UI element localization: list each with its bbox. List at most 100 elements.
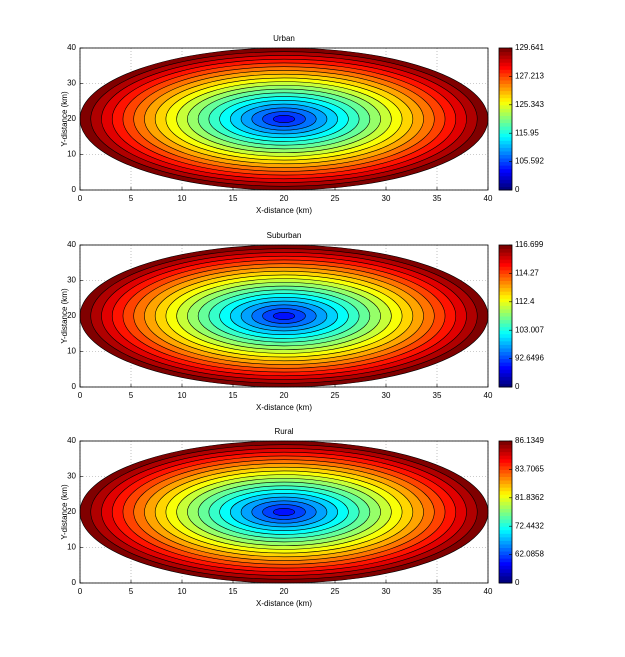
colorbar-segment [499,455,512,460]
colorbar-segment [499,83,512,88]
colorbar-segment [499,308,512,313]
colorbar-segment [499,136,512,141]
colorbar-segment [499,372,512,377]
colorbar-segment [499,561,512,566]
colorbar-segment [499,158,512,163]
colorbar-segment [499,319,512,324]
colorbar-tick-label: 103.007 [515,325,544,334]
colorbar-segment [499,126,512,131]
colorbar-segment [499,572,512,577]
colorbar-segment [499,140,512,145]
colorbar-segment [499,51,512,56]
colorbar-segment [499,287,512,292]
colorbar-tick-label: 0 [515,185,520,194]
colorbar-segment [499,383,512,388]
colorbar-segment [499,519,512,524]
chart-title: Urban [273,34,295,43]
y-axis-label: Y-distance (km) [60,484,69,540]
colorbar-segment [499,362,512,367]
colorbar-segment [499,294,512,299]
colorbar-segment [499,441,512,446]
colorbar-tick-label: 127.213 [515,72,544,81]
y-tick-label: 0 [72,382,77,391]
x-tick-label: 30 [382,391,391,400]
x-tick-label: 0 [78,194,83,203]
contour-band [272,507,296,517]
colorbar-segment [499,276,512,281]
colorbar-segment [499,340,512,345]
axes-frame [79,47,489,191]
colorbar-segment [499,122,512,127]
colorbar-segment [499,465,512,470]
y-tick-label: 40 [67,436,76,445]
x-tick-label: 35 [433,587,442,596]
colorbar-segment [499,330,512,335]
colorbar-segment [499,248,512,253]
x-tick-label: 20 [280,194,289,203]
y-tick-label: 10 [67,543,76,552]
colorbar-segment [499,186,512,191]
colorbar-segment [499,337,512,342]
colorbar-segment [499,90,512,95]
colorbar-segment [499,262,512,267]
colorbar-segment [499,111,512,116]
colorbar-frame [498,47,513,191]
colorbar-segment [499,298,512,303]
colorbar-tick-label: 105.592 [515,157,544,166]
colorbar-tick-label: 125.343 [515,100,544,109]
colorbar-segment [499,168,512,173]
x-tick-label: 35 [433,194,442,203]
colorbar-segment [499,119,512,124]
colorbar-segment [499,323,512,328]
colorbar-tick-label: 62.0858 [515,550,544,559]
colorbar-segment [499,269,512,274]
colorbar-segment [499,355,512,360]
x-tick-label: 20 [280,391,289,400]
colorbar-segment [499,529,512,534]
colorbar-segment [499,108,512,113]
x-tick-label: 25 [331,194,340,203]
x-tick-label: 40 [484,194,493,203]
x-tick-label: 40 [484,587,493,596]
colorbar-segment [499,565,512,570]
colorbar-segment [499,347,512,352]
colorbar-segment [499,358,512,363]
colorbar-segment [499,154,512,159]
colorbar-segment [499,147,512,152]
colorbar-segment [499,536,512,541]
x-tick-label: 30 [382,587,391,596]
colorbar-frame [498,244,513,388]
colorbar-tick-label: 81.8362 [515,493,544,502]
colorbar-segment [499,273,512,278]
x-tick-label: 5 [129,391,134,400]
colorbar-tick-label: 0 [515,382,520,391]
x-tick-label: 10 [178,194,187,203]
colorbar-segment [499,101,512,106]
colorbar-segment [499,266,512,271]
x-tick-label: 10 [178,391,187,400]
colorbar-segment [499,97,512,102]
colorbar-frame [498,440,513,584]
colorbar-segment [499,58,512,63]
x-tick-label: 15 [229,587,238,596]
colorbar-segment [499,369,512,374]
colorbar-segment [499,547,512,552]
colorbar-segment [499,161,512,166]
colorbar-segment [499,376,512,381]
colorbar-segment [499,515,512,520]
y-tick-label: 30 [67,79,76,88]
x-tick-label: 30 [382,194,391,203]
colorbar-segment [499,487,512,492]
y-tick-label: 0 [72,185,77,194]
x-axis-label: X-distance (km) [256,599,312,608]
colorbar-segment [499,476,512,481]
colorbar-segment [499,504,512,509]
colorbar-segment [499,365,512,370]
colorbar-segment [499,280,512,285]
colorbar-segment [499,172,512,177]
colorbar-segment [499,522,512,527]
colorbar-segment [499,333,512,338]
y-tick-label: 40 [67,43,76,52]
contour-band [272,114,296,124]
colorbar-segment [499,469,512,474]
